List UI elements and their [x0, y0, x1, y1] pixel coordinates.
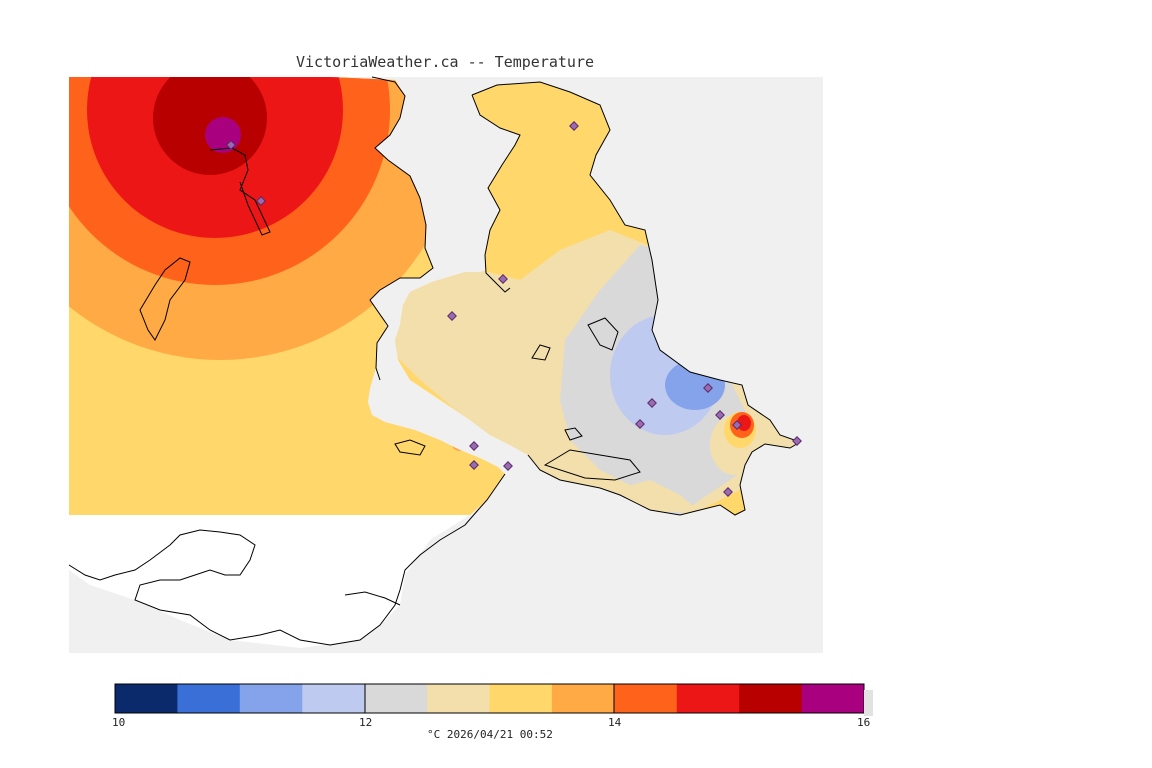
station-marker[interactable]: [723, 487, 733, 497]
legend-bin: [239, 684, 303, 713]
legend-bin: [115, 684, 178, 713]
legend-bin: [177, 684, 241, 713]
station-marker[interactable]: [469, 441, 479, 451]
station-marker[interactable]: [647, 398, 657, 408]
legend-tick-label: 14: [608, 716, 622, 729]
station-marker[interactable]: [792, 436, 802, 446]
legend-bin: [364, 684, 428, 713]
station-marker[interactable]: [715, 410, 725, 420]
legend-tick-label: 16: [857, 716, 871, 729]
station-marker[interactable]: [503, 461, 513, 471]
legend-bin: [801, 684, 865, 713]
chart-title: VictoriaWeather.ca -- Temperature: [296, 53, 595, 71]
no-data-area: [69, 515, 470, 648]
legend-bin: [739, 684, 803, 713]
legend-units-timestamp: °C 2026/04/21 00:52: [427, 728, 553, 741]
legend-bin: [614, 684, 678, 713]
station-marker[interactable]: [447, 311, 457, 321]
station-marker[interactable]: [569, 121, 579, 131]
station-marker[interactable]: [256, 196, 266, 206]
legend-tick-label: 12: [359, 716, 373, 729]
station-marker[interactable]: [226, 140, 236, 150]
legend-bin: [302, 684, 366, 713]
legend-bin: [676, 684, 740, 713]
station-marker[interactable]: [498, 274, 508, 284]
legend-shadow: [864, 690, 873, 716]
legend-bin: [427, 684, 490, 713]
weather-stations: [226, 121, 802, 497]
coastline: [68, 76, 802, 646]
station-marker[interactable]: [732, 420, 742, 430]
station-marker[interactable]: [469, 460, 479, 470]
legend-bin: [489, 684, 553, 713]
legend-tick-label: 10: [112, 716, 126, 729]
station-marker[interactable]: [703, 383, 713, 393]
legend-bin: [551, 684, 615, 713]
station-marker[interactable]: [635, 419, 645, 429]
